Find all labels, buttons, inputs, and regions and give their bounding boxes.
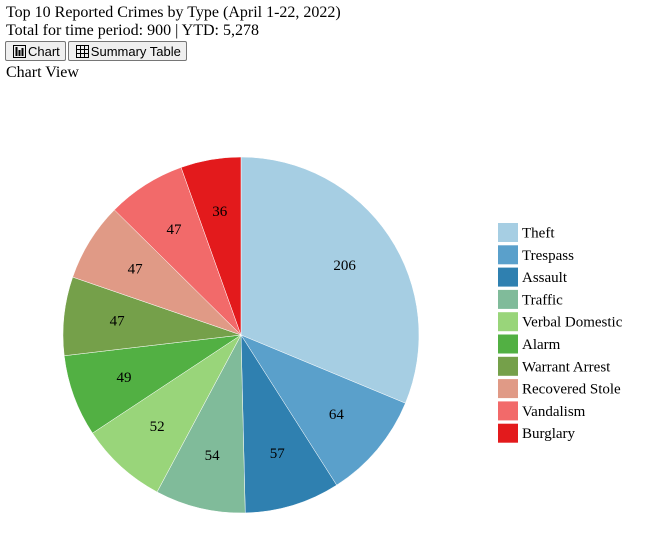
legend-item-trespass[interactable]: Trespass	[498, 245, 574, 265]
view-toolbar: Chart Summary Table	[5, 41, 187, 61]
legend-label: Burglary	[522, 426, 576, 442]
bar-chart-icon	[13, 44, 26, 58]
legend-label: Traffic	[522, 292, 563, 308]
pie-data-labels: 206 64 57 54 52 49 47 47 47 36	[110, 204, 357, 464]
legend-item-burglary[interactable]: Burglary	[498, 423, 576, 443]
slice-label-recovered-stole: 47	[128, 261, 144, 277]
slice-label-vandalism: 47	[167, 222, 183, 238]
legend-swatch	[498, 379, 518, 399]
pie-slice-burglary[interactable]	[180, 156, 242, 336]
legend-label: Trespass	[522, 248, 574, 264]
summary-table-label: Summary Table	[90, 43, 181, 59]
pie-slices	[62, 156, 420, 514]
legend-swatch	[498, 289, 518, 309]
legend-label: Verbal Domestic	[522, 315, 623, 331]
pie-slice-traffic[interactable]	[156, 334, 246, 514]
legend-swatch	[498, 423, 518, 443]
totals-text: Total for time period: 900 | YTD: 5,278	[6, 22, 259, 39]
slice-label-theft: 206	[333, 258, 356, 274]
legend-label: Recovered Stole	[522, 382, 621, 398]
legend-swatch	[498, 312, 518, 332]
legend-item-warrant-arrest[interactable]: Warrant Arrest	[498, 356, 611, 376]
chart-view-button[interactable]: Chart	[5, 41, 66, 61]
legend-label: Alarm	[522, 337, 561, 353]
pie-slice-assault[interactable]	[240, 334, 337, 514]
slice-label-traffic: 54	[205, 448, 221, 464]
legend-label: Theft	[522, 226, 555, 242]
legend-label: Warrant Arrest	[522, 359, 611, 375]
chart-title: Top 10 Reported Crimes by Type (April 1-…	[6, 4, 341, 21]
legend-label: Vandalism	[522, 404, 586, 420]
slice-label-verbal-domestic: 52	[150, 419, 165, 435]
legend-item-traffic[interactable]: Traffic	[498, 289, 563, 309]
legend-swatch	[498, 245, 518, 265]
legend-swatch	[498, 356, 518, 376]
chart-legend: Theft Trespass Assault Traffic Verbal Domest…	[498, 223, 623, 443]
view-label: Chart View	[6, 64, 79, 81]
legend-item-alarm[interactable]: Alarm	[498, 334, 561, 354]
legend-swatch	[498, 223, 518, 242]
legend-item-vandalism[interactable]: Vandalism	[498, 401, 586, 421]
slice-label-alarm: 49	[116, 370, 131, 386]
legend-swatch	[498, 334, 518, 354]
legend-item-assault[interactable]: Assault	[498, 267, 568, 287]
chart-view-label: Chart	[28, 43, 60, 59]
summary-table-button[interactable]: Summary Table	[67, 41, 187, 61]
legend-swatch	[498, 267, 518, 287]
slice-label-trespass: 64	[329, 407, 345, 423]
slice-label-warrant-arrest: 47	[110, 314, 126, 330]
legend-swatch	[498, 401, 518, 421]
legend-item-verbal-domestic[interactable]: Verbal Domestic	[498, 312, 623, 332]
table-icon	[75, 44, 89, 58]
slice-label-assault: 57	[270, 446, 286, 462]
slice-label-burglary: 36	[212, 204, 228, 220]
pie-slice-trespass[interactable]	[240, 334, 406, 486]
legend-label: Assault	[522, 270, 568, 286]
legend-item-recovered-stole[interactable]: Recovered Stole	[498, 379, 621, 399]
chart-header: Top 10 Reported Crimes by Type (April 1-…	[6, 4, 341, 40]
legend-item-theft[interactable]: Theft	[498, 223, 555, 242]
pie-slice-theft[interactable]	[240, 156, 420, 404]
